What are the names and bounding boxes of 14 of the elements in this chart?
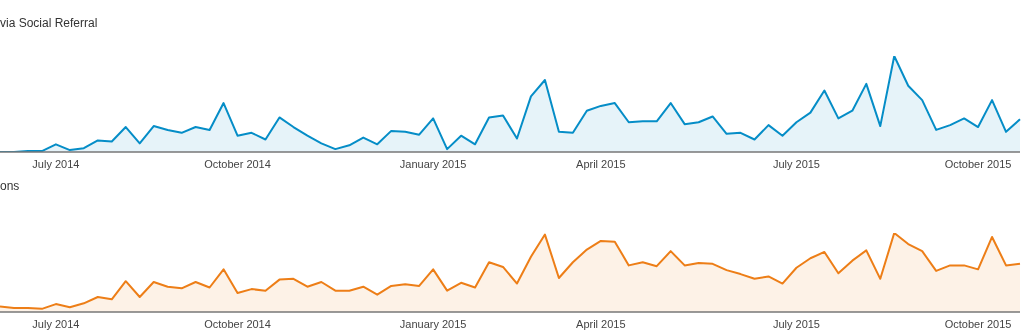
x-tick-label: January 2015 xyxy=(399,317,467,330)
x-tick-label: October 2014 xyxy=(204,317,271,330)
x-tick-label: October 2015 xyxy=(944,317,1012,330)
x-tick-label: July 2015 xyxy=(772,317,820,330)
x-tick-label: October 2015 xyxy=(944,157,1012,170)
x-tick-label: January 2015 xyxy=(399,157,467,170)
x-tick-label: July 2015 xyxy=(772,157,820,170)
chart-title: via Social Referral xyxy=(0,16,98,30)
x-tick-label: July 2014 xyxy=(32,317,80,330)
x-tick-label: April 2015 xyxy=(576,317,626,330)
x-tick-label: October 2014 xyxy=(204,157,271,170)
x-tick-label: April 2015 xyxy=(576,157,626,170)
x-tick-label: July 2014 xyxy=(32,157,80,170)
chart-title: ons xyxy=(0,179,20,193)
